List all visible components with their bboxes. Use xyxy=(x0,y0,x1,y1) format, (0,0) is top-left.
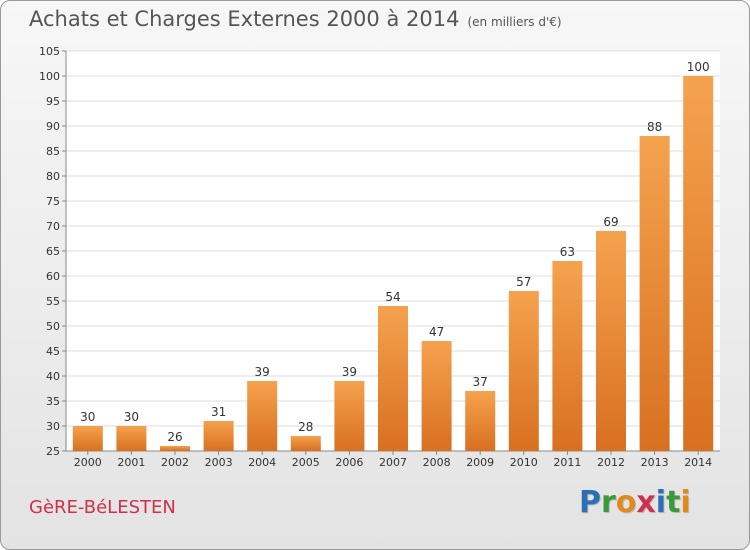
bar xyxy=(203,421,234,451)
y-tick-label: 80 xyxy=(46,170,60,183)
x-tick-label: 2009 xyxy=(466,456,494,469)
data-label: 100 xyxy=(687,60,710,74)
x-tick-label: 2011 xyxy=(553,456,581,469)
bar xyxy=(552,261,583,451)
chart-title-text: Achats et Charges Externes 2000 à 2014 xyxy=(29,7,460,31)
data-label: 54 xyxy=(385,290,400,304)
bar xyxy=(465,391,496,451)
y-tick-label: 85 xyxy=(46,145,60,158)
data-label: 30 xyxy=(80,410,95,424)
y-tick-label: 100 xyxy=(39,70,60,83)
data-label: 30 xyxy=(124,410,139,424)
y-tick-label: 25 xyxy=(46,445,60,458)
logo-letter: x xyxy=(636,485,656,520)
logo-letter: o xyxy=(615,485,637,520)
logo-letter: t xyxy=(666,485,681,520)
data-label: 39 xyxy=(342,365,357,379)
y-tick-label: 60 xyxy=(46,270,60,283)
y-tick-label: 75 xyxy=(46,195,60,208)
bar xyxy=(508,291,539,451)
x-tick-label: 2012 xyxy=(597,456,625,469)
bar xyxy=(596,231,626,451)
data-label: 37 xyxy=(473,375,488,389)
data-label: 69 xyxy=(603,215,618,229)
y-tick-label: 90 xyxy=(46,120,60,133)
bar xyxy=(683,76,714,451)
bar xyxy=(160,446,190,451)
data-label: 28 xyxy=(298,420,313,434)
data-label: 39 xyxy=(255,365,270,379)
y-tick-label: 35 xyxy=(46,395,60,408)
y-tick-label: 65 xyxy=(46,245,60,258)
y-tick-label: 105 xyxy=(39,45,60,58)
y-tick-label: 70 xyxy=(46,220,60,233)
x-tick-label: 2001 xyxy=(117,456,145,469)
x-tick-label: 2006 xyxy=(335,456,363,469)
proxiti-logo: Proxiti xyxy=(579,485,691,520)
x-tick-label: 2000 xyxy=(74,456,102,469)
bar xyxy=(116,426,147,451)
y-tick-label: 95 xyxy=(46,95,60,108)
data-label: 31 xyxy=(211,405,226,419)
bar xyxy=(290,436,321,451)
data-label: 57 xyxy=(516,275,531,289)
data-label: 63 xyxy=(560,245,575,259)
commune-name: GèRE-BéLESTEN xyxy=(29,497,176,518)
bar xyxy=(247,381,278,451)
y-tick-label: 30 xyxy=(46,420,60,433)
x-tick-label: 2008 xyxy=(423,456,451,469)
chart-title: Achats et Charges Externes 2000 à 2014 (e… xyxy=(29,7,562,31)
x-tick-label: 2010 xyxy=(510,456,538,469)
logo-letter: P xyxy=(579,485,601,520)
bar xyxy=(72,426,103,451)
data-label: 47 xyxy=(429,325,444,339)
bar xyxy=(639,136,670,451)
logo-letter: r xyxy=(601,485,616,520)
y-tick-label: 45 xyxy=(46,345,60,358)
logo-letter: i xyxy=(680,485,691,520)
x-tick-label: 2013 xyxy=(641,456,669,469)
y-tick-label: 55 xyxy=(46,295,60,308)
bar xyxy=(378,306,408,451)
logo-letter: i xyxy=(655,485,667,520)
y-tick-label: 40 xyxy=(46,370,60,383)
x-tick-label: 2005 xyxy=(292,456,320,469)
x-tick-label: 2004 xyxy=(248,456,276,469)
bar xyxy=(334,381,365,451)
data-label: 26 xyxy=(167,430,182,444)
x-tick-label: 2003 xyxy=(205,456,233,469)
y-tick-label: 50 xyxy=(46,320,60,333)
x-tick-label: 2014 xyxy=(684,456,712,469)
chart-unit-label: (en milliers d'€) xyxy=(467,15,562,29)
x-tick-label: 2002 xyxy=(161,456,189,469)
data-label: 88 xyxy=(647,120,662,134)
bar xyxy=(421,341,452,451)
x-tick-label: 2007 xyxy=(379,456,407,469)
